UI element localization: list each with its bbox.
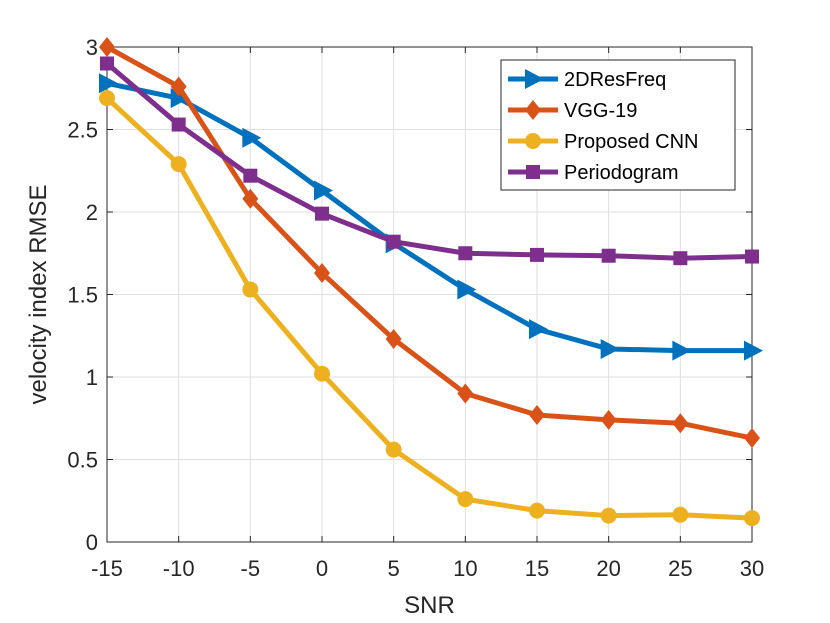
data-point-periodogram [315, 206, 329, 221]
y-tick-label: 2.5 [67, 118, 98, 143]
data-point-periodogram [601, 248, 616, 263]
legend-marker-vgg-19 [525, 100, 541, 120]
y-tick-label: 1 [86, 365, 98, 390]
y-tick-label: 0.5 [67, 448, 98, 473]
series-periodogram [100, 56, 759, 266]
legend-label-proposed-cnn: Proposed CNN [564, 131, 699, 153]
series-vgg-19 [99, 37, 760, 449]
legend-marker-proposed-cnn [525, 133, 541, 149]
data-point-2dresfreq [600, 338, 620, 359]
y-tick-label: 3 [86, 35, 98, 60]
x-tick-label: 0 [316, 556, 328, 581]
data-point-proposed-cnn [314, 365, 330, 382]
data-point-2dresfreq [99, 73, 118, 94]
x-tick-label: 25 [668, 556, 692, 581]
data-point-vgg-19 [600, 409, 617, 430]
series-line-periodogram [104, 61, 755, 261]
legend-entry-proposed-cnn: Proposed CNN [508, 131, 699, 153]
data-point-vgg-19 [99, 37, 115, 57]
data-point-proposed-cnn [672, 506, 689, 523]
legend-label-vgg-19: VGG-19 [564, 100, 637, 122]
x-tick-label: 10 [453, 556, 477, 581]
series-line-vgg-19 [104, 44, 755, 441]
data-point-vgg-19 [314, 263, 330, 284]
data-point-proposed-cnn [600, 507, 617, 524]
y-tick-label: 1.5 [67, 283, 98, 308]
series-proposed-cnn [99, 90, 760, 527]
legend-label-periodogram: Periodogram [564, 162, 679, 184]
x-tick-label: 30 [740, 556, 764, 581]
axes-layer [106, 46, 753, 543]
data-point-2dresfreq [242, 127, 262, 148]
data-point-proposed-cnn [99, 90, 115, 107]
data-point-vgg-19 [242, 188, 259, 209]
x-tick-label: 20 [596, 556, 620, 581]
data-point-periodogram [458, 246, 473, 261]
data-point-2dresfreq [314, 180, 333, 201]
data-point-proposed-cnn [170, 156, 187, 173]
legend-entry-2dresfreq: 2DResFreq [508, 69, 666, 91]
x-tick-label: 5 [388, 556, 400, 581]
legend-entry-periodogram: Periodogram [508, 162, 679, 184]
data-point-2dresfreq [170, 88, 190, 109]
data-point-proposed-cnn [744, 510, 760, 527]
data-point-proposed-cnn [457, 491, 474, 508]
data-point-periodogram [100, 56, 114, 71]
legend-marker-2dresfreq [525, 69, 544, 89]
legend-label-2dresfreq: 2DResFreq [564, 69, 666, 91]
data-point-periodogram [243, 168, 258, 183]
legend: 2DResFreq VGG-19 Proposed CNN Periodogram [500, 59, 736, 191]
x-tick-label: -15 [91, 556, 123, 581]
y-tick-label: 0 [86, 530, 98, 555]
series-2dresfreq [99, 73, 763, 361]
x-tick-label: -5 [241, 556, 261, 581]
data-point-vgg-19 [457, 383, 474, 404]
data-point-vgg-19 [529, 404, 545, 425]
tick-label-layer: -15 -10 -5 0 5 10 15 20 25 30 0 0.5 1 1.5 2 2.5 3 [67, 35, 764, 581]
legend-marker-periodogram [526, 165, 540, 179]
series-line-proposed-cnn [104, 95, 755, 521]
data-point-periodogram [673, 251, 688, 266]
data-point-vgg-19 [385, 329, 402, 350]
y-axis-label: velocity index RMSE [25, 184, 52, 404]
data-point-2dresfreq [529, 319, 548, 340]
legend-entry-vgg-19: VGG-19 [508, 100, 637, 122]
data-point-vgg-19 [744, 428, 760, 449]
data-point-2dresfreq [457, 279, 477, 300]
x-axis-label: SNR [404, 592, 455, 619]
series-layer [99, 37, 763, 527]
data-point-proposed-cnn [529, 502, 545, 519]
data-point-periodogram [745, 249, 759, 264]
data-point-2dresfreq [672, 340, 692, 361]
x-tick-label: 15 [525, 556, 549, 581]
x-tick-label: -10 [163, 556, 195, 581]
data-point-vgg-19 [672, 413, 689, 434]
data-point-proposed-cnn [385, 441, 402, 458]
data-point-periodogram [386, 234, 401, 249]
y-tick-label: 2 [86, 200, 98, 225]
data-point-periodogram [530, 247, 544, 262]
data-point-periodogram [171, 117, 186, 132]
data-point-vgg-19 [170, 76, 187, 97]
series-line-2dresfreq [104, 80, 755, 354]
data-point-proposed-cnn [242, 281, 259, 298]
data-point-2dresfreq [744, 340, 763, 361]
